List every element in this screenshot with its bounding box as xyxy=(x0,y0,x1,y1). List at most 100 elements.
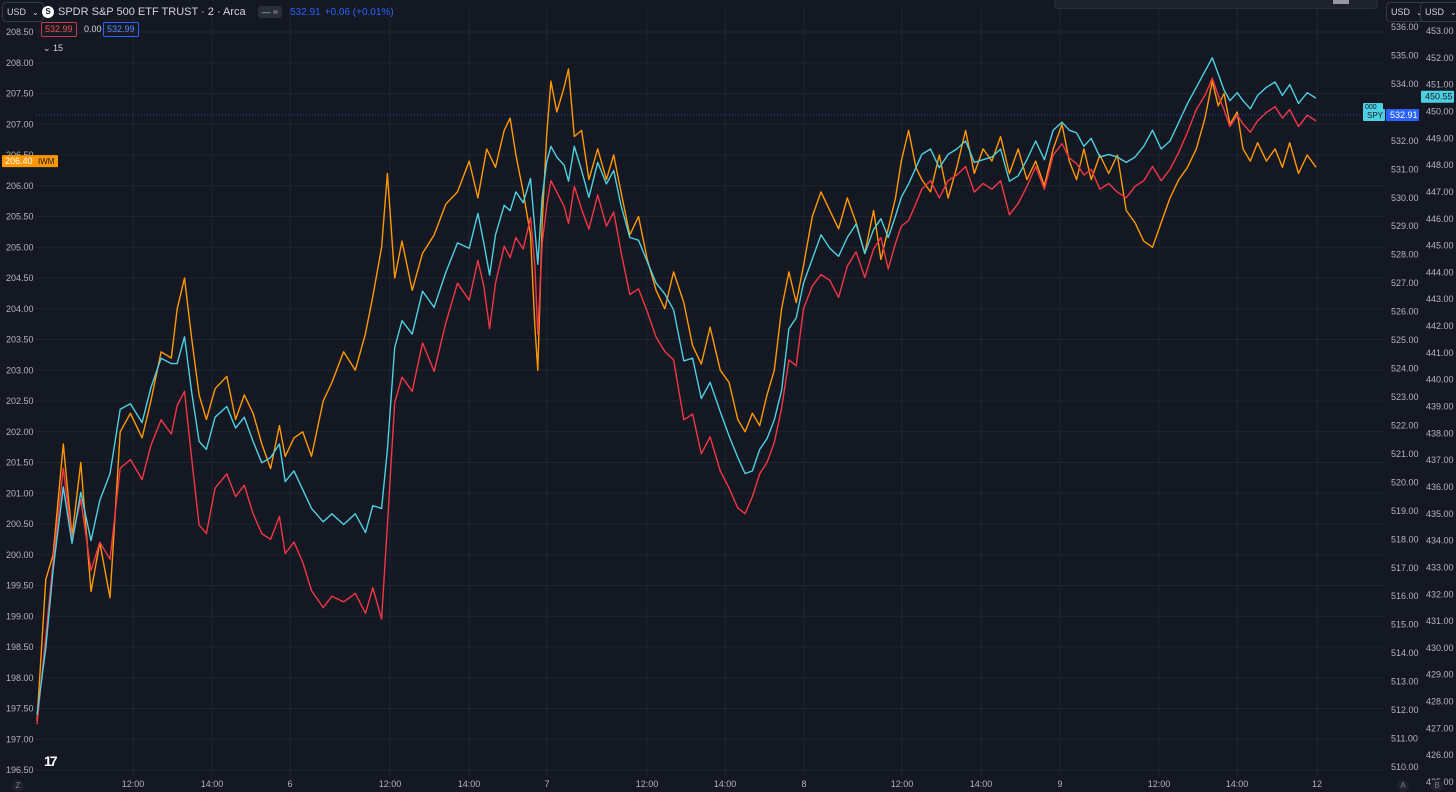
right-axis-b-tick-label: 452.00 xyxy=(1426,53,1454,63)
price-change: +0.06 (+0.01%) xyxy=(324,6,394,18)
left-price-axis[interactable]: 208.50 208.00 207.50 207.00 206.50 206.00 205.… xyxy=(6,27,34,775)
left-axis-tick-label: 200.00 xyxy=(6,550,34,560)
right-axis-a-tick-label: 536.00 xyxy=(1391,22,1419,32)
time-axis-tick-label: 14:00 xyxy=(714,779,737,789)
tradingview-logo: 17 xyxy=(44,753,58,769)
right-axis-b-tick-label: 448.00 xyxy=(1426,160,1454,170)
chevron-down-icon: ⌄ xyxy=(1416,8,1423,17)
top-toolbar[interactable] xyxy=(1054,0,1378,9)
left-axis-tick-label: 207.00 xyxy=(6,119,34,129)
left-axis-tick-label: 204.00 xyxy=(6,304,34,314)
symbol-legend[interactable]: S SPDR S&P 500 ETF TRUST · 2 · Arca — ≈ … xyxy=(42,4,394,20)
time-axis-tick-label: 14:00 xyxy=(458,779,481,789)
spy-price-value-b: 450.55 xyxy=(1425,92,1453,102)
right-axis-b-tick-label: 450.00 xyxy=(1426,106,1454,116)
spy-price-label: SPY xyxy=(1367,111,1384,120)
right-axis-b-tick-label: 445.00 xyxy=(1426,241,1454,251)
right-axis-a-tick-label: 523.00 xyxy=(1391,392,1419,402)
time-axis[interactable]: 12:00 14:00 6 12:00 14:00 7 12:00 14:00 8 12:00 14… xyxy=(122,779,1322,789)
series-line-spy xyxy=(36,57,1317,715)
right-axis-a-tick-label: 512.00 xyxy=(1391,705,1419,715)
left-axis-tick-label: 205.50 xyxy=(6,212,34,222)
time-axis-tick-label: 14:00 xyxy=(201,779,224,789)
right-price-axis-a[interactable]: 536.00535.00534.00533.00532.00531.00530.… xyxy=(1391,22,1419,772)
iwm-price-tag xyxy=(2,155,58,168)
sell-price-box[interactable]: 532.99 xyxy=(41,22,77,37)
spy-price-value-a: 532.91 xyxy=(1390,110,1418,120)
right-axis-b-tick-label: 430.00 xyxy=(1426,643,1454,653)
right-axis-a-tick-label: 510.00 xyxy=(1391,762,1419,772)
chevron-down-icon: ⌄ xyxy=(1450,8,1456,17)
right-axis-b-tick-label: 441.00 xyxy=(1426,348,1454,358)
right-axis-b-tick-label: 436.00 xyxy=(1426,482,1454,492)
left-axis-tick-label: 208.00 xyxy=(6,58,34,68)
right-axis-b-tick-label: 440.00 xyxy=(1426,375,1454,385)
indicator-chip[interactable]: — ≈ xyxy=(257,6,283,18)
last-price: 532.91 xyxy=(290,6,321,18)
left-axis-tick-label: 204.50 xyxy=(6,273,34,283)
zoom-button[interactable]: Z xyxy=(12,780,24,792)
right-axis-b-tick-label: 432.00 xyxy=(1426,589,1454,599)
left-axis-tick-label: 196.50 xyxy=(6,765,34,775)
series-line-red-series xyxy=(36,77,1317,725)
right-axis-b-tick-label: 435.00 xyxy=(1426,509,1454,519)
right-axis-a-tick-label: 515.00 xyxy=(1391,620,1419,630)
spread-value: 0.00 xyxy=(84,24,102,34)
series-line-iwm xyxy=(36,68,1317,721)
time-axis-tick-label: 8 xyxy=(801,779,806,789)
left-axis-tick-label: 197.00 xyxy=(6,734,34,744)
left-axis-tick-label: 197.50 xyxy=(6,704,34,714)
left-axis-tick-label: 206.00 xyxy=(6,181,34,191)
right-axis-a-tick-label: 516.00 xyxy=(1391,591,1419,601)
time-axis-tick-label: 12:00 xyxy=(636,779,659,789)
left-axis-tick-label: 199.50 xyxy=(6,581,34,591)
symbol-logo-icon: S xyxy=(42,6,54,18)
right-axis-a-tick-label: 522.00 xyxy=(1391,420,1419,430)
left-axis-tick-label: 202.50 xyxy=(6,396,34,406)
indicator-collapse-toggle[interactable]: ⌄ 15 xyxy=(43,43,64,53)
currency-button-right-b[interactable]: USD ⌄ xyxy=(1420,2,1456,22)
auto-scale-button[interactable]: A xyxy=(1397,780,1409,792)
right-axis-a-tick-label: 525.00 xyxy=(1391,335,1419,345)
left-axis-tick-label: 201.50 xyxy=(6,458,34,468)
right-axis-a-tick-label: 528.00 xyxy=(1391,250,1419,260)
right-price-axis-b[interactable]: 453.00 452.00 451.00 450.00 449.00 448.00 447.… xyxy=(1426,26,1454,787)
right-axis-b-tick-label: 428.00 xyxy=(1426,697,1454,707)
right-axis-a-tick-label: 524.00 xyxy=(1391,364,1419,374)
left-axis-tick-label: 208.50 xyxy=(6,27,34,37)
time-axis-tick-label: 14:00 xyxy=(1226,779,1249,789)
chevron-down-icon: ⌄ xyxy=(32,8,39,17)
time-axis-tick-label: 6 xyxy=(287,779,292,789)
right-axis-a-tick-label: 530.00 xyxy=(1391,193,1419,203)
right-axis-b-tick-label: 447.00 xyxy=(1426,187,1454,197)
b-button[interactable]: B xyxy=(1431,780,1443,792)
right-axis-a-tick-label: 519.00 xyxy=(1391,506,1419,516)
right-axis-a-tick-label: 534.00 xyxy=(1391,79,1419,89)
toolbar-handle-icon[interactable] xyxy=(1333,0,1349,4)
right-axis-a-tick-label: 518.00 xyxy=(1391,534,1419,544)
left-axis-tick-label: 206.50 xyxy=(6,150,34,160)
right-axis-b-tick-label: 434.00 xyxy=(1426,536,1454,546)
right-axis-a-tick-label: 511.00 xyxy=(1391,734,1418,744)
time-axis-tick-label: 12:00 xyxy=(122,779,145,789)
symbol-title[interactable]: SPDR S&P 500 ETF TRUST · 2 · Arca xyxy=(58,6,246,18)
spy-price-tag-b xyxy=(1421,90,1454,103)
currency-label: USD xyxy=(1425,7,1445,17)
left-axis-tick-label: 205.00 xyxy=(6,242,34,252)
time-axis-tick-label: 12:00 xyxy=(379,779,402,789)
buy-price-box[interactable]: 532.99 xyxy=(103,22,139,37)
right-axis-a-tick-label: 517.00 xyxy=(1391,563,1419,573)
currency-button-left[interactable]: USD ⌄ xyxy=(2,2,44,22)
right-axis-b-tick-label: 438.00 xyxy=(1426,428,1454,438)
right-axis-a-tick-label: 526.00 xyxy=(1391,307,1419,317)
left-axis-tick-label: 203.50 xyxy=(6,335,34,345)
grid-layer xyxy=(36,8,1384,776)
spy-price-tag-a xyxy=(1386,108,1419,121)
left-axis-tick-label: 200.50 xyxy=(6,519,34,529)
right-axis-b-tick-label: 449.00 xyxy=(1426,133,1454,143)
time-axis-tick-label: 12 xyxy=(1312,779,1322,789)
right-axis-a-tick-label: 521.00 xyxy=(1391,449,1419,459)
